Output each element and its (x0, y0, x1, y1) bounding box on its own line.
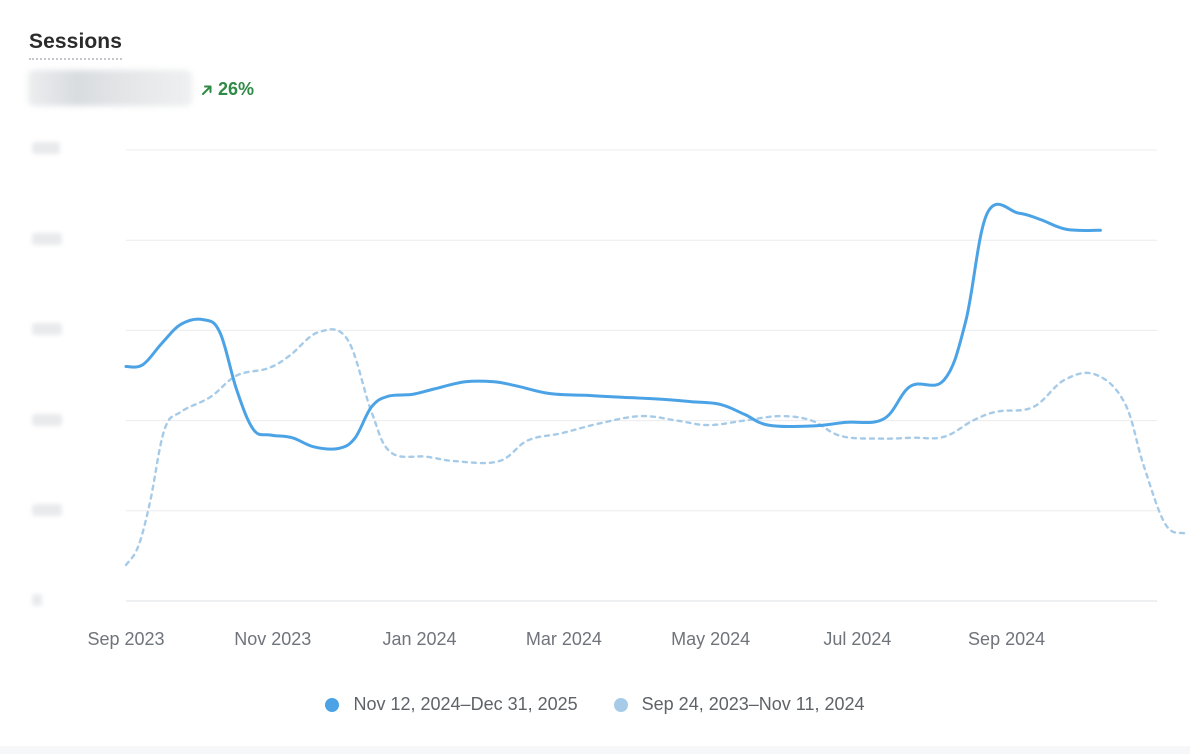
x-tick-label: Mar 2024 (526, 629, 602, 649)
legend-dot-icon (613, 697, 628, 712)
x-tick-label: Nov 2023 (234, 629, 311, 649)
x-tick-label: May 2024 (671, 629, 750, 649)
legend-dot-icon (325, 697, 340, 712)
gridlines (126, 149, 1157, 602)
chart-legend: Nov 12, 2024–Dec 31, 2025 Sep 24, 2023–No… (0, 694, 1190, 715)
change-percentage: 26% (218, 79, 255, 99)
series-line-previous-period[interactable] (124, 328, 1186, 567)
y-tick-label-redacted (32, 414, 62, 426)
metric-value-redacted (28, 70, 192, 106)
series-line-current-period[interactable] (124, 202, 1102, 451)
x-tick-label: Jan 2024 (382, 629, 456, 649)
legend-label: Nov 12, 2024–Dec 31, 2025 (353, 694, 578, 714)
metric-title[interactable]: Sessions (29, 30, 123, 60)
series-layer (124, 202, 1186, 567)
legend-item[interactable]: Nov 12, 2024–Dec 31, 2025 (325, 694, 578, 715)
sessions-line-chart: Sep 2023 Nov 2023 Jan 2024 Mar 2024 May 2024… (87, 149, 1186, 649)
y-tick-label-redacted (32, 142, 60, 154)
x-tick-label: Sep 2024 (968, 629, 1045, 649)
legend-item[interactable]: Sep 24, 2023–Nov 11, 2024 (613, 694, 865, 715)
y-tick-label-redacted (32, 323, 62, 335)
y-tick-label-redacted (32, 504, 62, 516)
y-tick-label-redacted (32, 233, 62, 245)
bottom-strip (0, 746, 1190, 754)
change-badge: 26% (200, 79, 254, 100)
arrow-up-right-icon (202, 85, 212, 95)
x-tick-label: Sep 2023 (87, 629, 164, 649)
y-tick-label-redacted (32, 594, 42, 606)
x-tick-label: Jul 2024 (823, 629, 891, 649)
x-axis-labels: Sep 2023 Nov 2023 Jan 2024 Mar 2024 May 2024… (87, 629, 1045, 649)
legend-label: Sep 24, 2023–Nov 11, 2024 (641, 694, 865, 714)
